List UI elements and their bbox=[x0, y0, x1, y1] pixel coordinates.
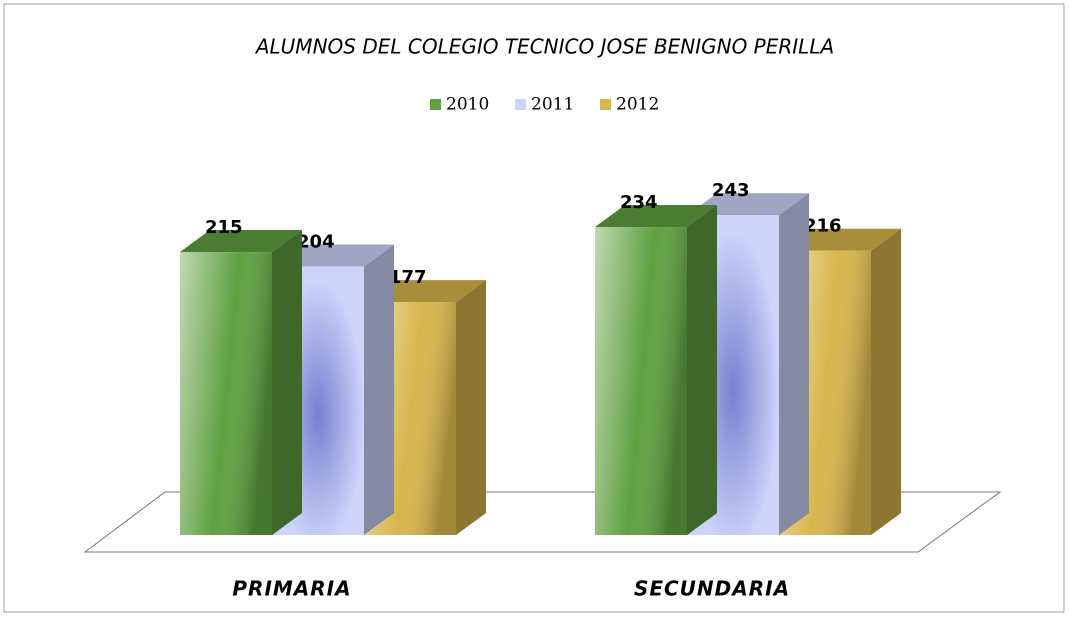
data-label: 234 bbox=[620, 192, 658, 213]
bar-top-shade bbox=[687, 193, 809, 216]
bar-side bbox=[456, 280, 486, 535]
data-label: 243 bbox=[712, 180, 750, 201]
bar-side bbox=[779, 193, 809, 535]
bar-top-shade bbox=[779, 228, 901, 251]
data-label: 215 bbox=[205, 217, 243, 238]
legend-label: 2012 bbox=[616, 95, 659, 115]
data-label: 177 bbox=[389, 267, 427, 288]
bar-side-shade bbox=[779, 193, 809, 535]
bar-side-shade bbox=[871, 228, 901, 535]
bar-top-shade bbox=[180, 230, 302, 253]
bar-top-shade bbox=[364, 280, 486, 303]
bar-side bbox=[272, 230, 302, 535]
legend-swatch bbox=[600, 99, 611, 110]
legend-label: 2010 bbox=[446, 95, 489, 115]
bar-top bbox=[779, 228, 901, 251]
bar-side bbox=[871, 228, 901, 535]
bar-side-shade bbox=[272, 230, 302, 535]
data-label: 216 bbox=[804, 216, 842, 237]
bar-side-shade bbox=[364, 244, 394, 535]
bar-top bbox=[364, 280, 486, 303]
bar-side-shade bbox=[687, 205, 717, 535]
bar-side bbox=[687, 205, 717, 535]
bar-shine bbox=[180, 252, 272, 535]
bar-top-shade bbox=[272, 244, 394, 267]
category-label: SECUNDARIA bbox=[634, 577, 790, 601]
bar-top-shade bbox=[595, 205, 717, 228]
legend-swatch bbox=[430, 99, 441, 110]
category-label: PRIMARIA bbox=[232, 577, 351, 601]
legend-label: 2011 bbox=[531, 95, 574, 115]
bar-top bbox=[272, 244, 394, 267]
bar-top bbox=[595, 205, 717, 228]
bar-side bbox=[364, 244, 394, 535]
chart-title: ALUMNOS DEL COLEGIO TECNICO JOSE BENIGNO… bbox=[254, 35, 834, 59]
bar-side-shade bbox=[456, 280, 486, 535]
bar-shine bbox=[595, 227, 687, 535]
bar-top bbox=[180, 230, 302, 253]
data-label: 204 bbox=[297, 232, 335, 253]
legend-swatch bbox=[515, 99, 526, 110]
bar-top bbox=[687, 193, 809, 216]
